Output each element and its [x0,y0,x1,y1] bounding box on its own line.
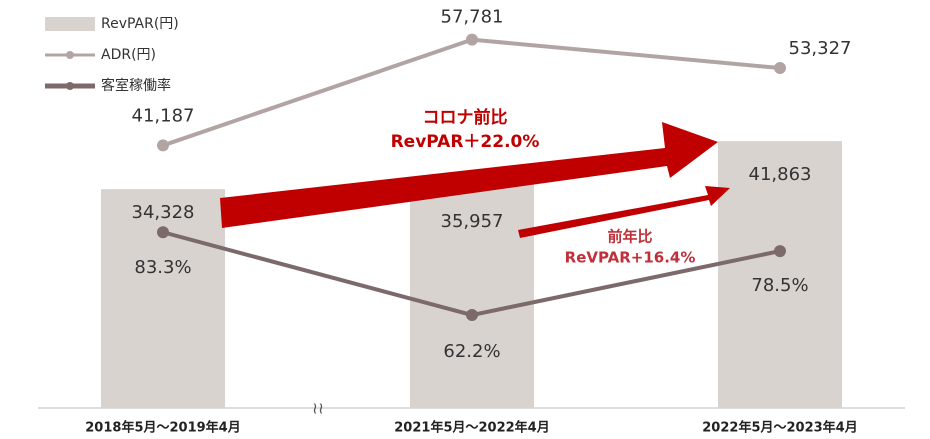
bar [718,141,842,408]
x-tick-label: 2021年5月～2022年4月 [394,420,549,436]
data-label: 78.5% [751,275,808,296]
point [157,139,169,152]
data-label: 62.2% [443,341,500,362]
data-label: 41,187 [132,105,195,126]
axis-break: ≀≀ [312,399,324,418]
point [774,245,786,258]
legend-swatch [66,82,74,90]
data-label: 34,328 [132,202,195,223]
legend-label: ADR(円) [101,47,156,63]
point [466,33,478,46]
point [774,62,786,75]
arrow-big [220,122,718,228]
annotation: コロナ前比 [423,107,508,128]
legend-swatch [66,51,74,59]
point [466,309,478,322]
data-label: 53,327 [789,38,852,59]
point [157,226,169,239]
data-label: 41,863 [749,164,812,185]
annotation: RevPAR＋22.0% [391,132,540,152]
x-tick-label: 2022年5月～2023年4月 [702,420,857,436]
legend-label: 客室稼働率 [101,77,171,94]
legend-label: RevPAR(円) [101,16,179,32]
annotation: ReVPAR+16.4% [565,249,696,267]
legend-swatch [45,17,95,31]
line [162,37,781,148]
data-label: 83.3% [134,257,191,278]
bar [410,178,534,408]
arrow-small [518,186,730,238]
annotation: 前年比 [607,228,652,246]
data-label: 57,781 [441,7,504,28]
x-tick-label: 2018年5月～2019年4月 [85,420,240,436]
data-label: 35,957 [441,211,504,232]
bar [101,189,225,408]
